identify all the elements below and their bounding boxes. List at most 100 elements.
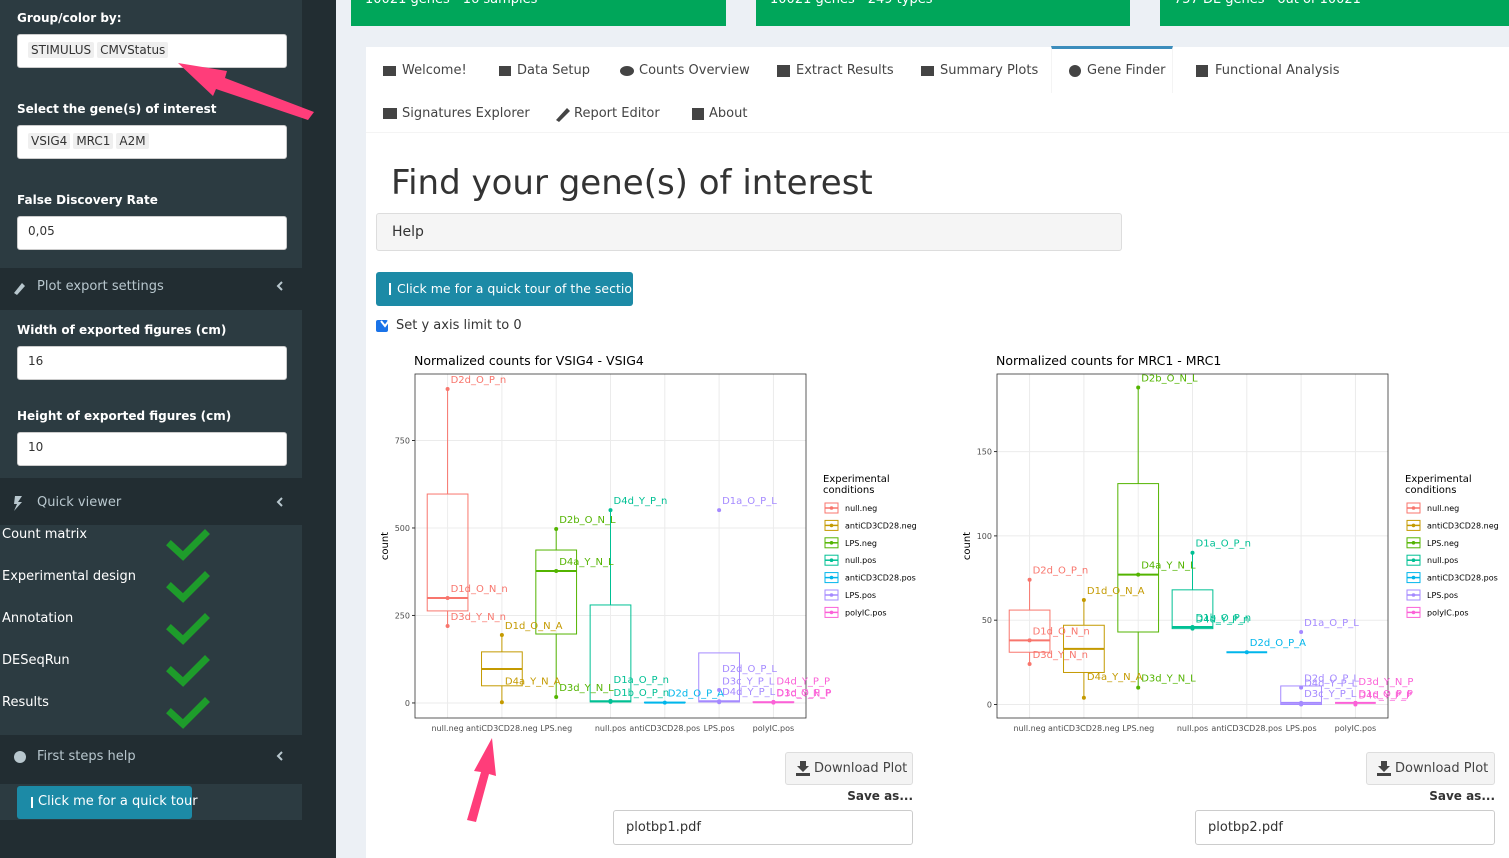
point — [445, 387, 450, 392]
filename-input[interactable]: plotbp2.pdf — [1195, 810, 1495, 845]
tab[interactable]: Summary Plots — [940, 63, 1039, 78]
legend-label: LPS.pos — [1427, 591, 1458, 600]
point — [1027, 662, 1032, 667]
x-tick-label: null.pos — [1177, 724, 1208, 733]
chevrons — [276, 281, 283, 761]
tab[interactable]: Functional Analysis — [1215, 63, 1340, 78]
x-tick-label: null.neg — [431, 724, 463, 733]
boxplot: Normalized counts for VSIG4 - VSIG4 0 250 5… — [380, 353, 917, 733]
legend-key-dot — [829, 558, 834, 562]
legend-key-dot — [1411, 575, 1416, 580]
tab[interactable]: Signatures Explorer — [402, 106, 530, 121]
legend-title: Experimental — [1405, 474, 1472, 485]
tab[interactable]: Gene Finder — [1087, 63, 1166, 78]
tour-button[interactable]: Click me for a quick tour — [17, 786, 198, 819]
legend-label: antiCD3CD28.pos — [845, 574, 916, 583]
point-label: D1b_O_P_n — [1196, 613, 1252, 624]
tab[interactable]: Report Editor — [574, 106, 660, 121]
icon — [1069, 65, 1081, 77]
point — [1081, 597, 1086, 602]
label: Height of exported figures (cm) — [17, 409, 232, 423]
status-item: DESeqRun — [2, 653, 70, 668]
download-button[interactable]: Download Plot — [785, 752, 913, 785]
x-tick-label: LPS.pos — [1286, 724, 1317, 733]
legend-label: LPS.pos — [845, 591, 876, 600]
point-label: D4a_Y_N_A — [505, 676, 561, 687]
icon — [499, 66, 511, 76]
value-box: 10021 genes - 249 types — [756, 0, 1130, 26]
x-tick-label: LPS.neg — [1122, 724, 1154, 733]
point — [1190, 626, 1195, 631]
menu-item[interactable]: First steps help — [37, 749, 136, 764]
legend-label: null.pos — [845, 556, 876, 565]
chevron — [276, 281, 283, 291]
point-label: D3c_Y_P_L — [722, 676, 775, 687]
number-input[interactable]: 16 — [17, 346, 287, 380]
x-tick-label: polyIC.pos — [1335, 724, 1377, 733]
point-label: D1d_O_N_A — [1087, 586, 1145, 597]
point-label: D4d_Y_P_P — [776, 676, 830, 687]
panel-border — [414, 373, 807, 719]
point-label: D4a_Y_N_L — [1141, 561, 1196, 572]
x-tick-label: polyIC.pos — [753, 724, 795, 733]
point — [771, 700, 776, 705]
tab-divider — [366, 132, 1509, 133]
filename-input[interactable]: plotbp1.pdf — [613, 810, 913, 845]
legend-label: null.pos — [1427, 556, 1458, 565]
point — [1136, 385, 1141, 390]
tab[interactable]: Data Setup — [517, 63, 591, 78]
x-tick-label: LPS.neg — [540, 724, 572, 733]
point-label: D4d_Y_P_n — [614, 496, 668, 507]
x-tick-label: antiCD3CD28.pos — [629, 724, 700, 733]
point-label: D3d_Y_N_L — [559, 683, 614, 694]
point — [1190, 550, 1195, 555]
point-label: D1d_O_N_A — [505, 621, 563, 632]
legend-label: LPS.neg — [845, 539, 877, 548]
tab[interactable]: Extract Results — [796, 63, 894, 78]
y-tick-label: 750 — [395, 436, 410, 445]
checkbox-label: Set y axis limit to 0 — [396, 318, 522, 333]
tag: A2M — [116, 133, 149, 149]
check — [166, 655, 210, 687]
label: False Discovery Rate — [17, 193, 158, 207]
tab[interactable]: Counts Overview — [639, 63, 750, 78]
checkbox[interactable] — [376, 320, 388, 332]
point-label: D2b_O_N_L — [559, 515, 616, 526]
legend-key-dot — [1411, 558, 1416, 562]
point — [717, 700, 722, 705]
point-label: D3d_Y_N_L — [1141, 674, 1196, 685]
point — [445, 595, 450, 600]
point-label: D4d_Y_P_P — [1358, 691, 1412, 702]
status-item: Count matrix — [2, 527, 88, 542]
menu-icons — [14, 283, 26, 763]
help-panel[interactable]: Help — [376, 213, 1122, 251]
point-label: D2d_O_P_A — [668, 689, 724, 700]
menu-item[interactable]: Plot export settings — [37, 279, 164, 294]
box — [698, 652, 740, 703]
point-label: D4d_Y_P_L — [1304, 679, 1358, 690]
tab[interactable]: Welcome! — [402, 63, 467, 78]
download-button[interactable]: Download Plot — [1366, 752, 1495, 785]
point-label: D2d_O_P_L — [722, 664, 777, 675]
point — [554, 569, 559, 574]
point-label: D3d_Y_N_P — [1358, 677, 1413, 688]
point — [1244, 650, 1249, 655]
point — [1081, 695, 1086, 700]
chevron — [276, 751, 283, 761]
text-input[interactable]: 0,05 — [17, 216, 287, 250]
tab[interactable]: About — [709, 106, 748, 121]
point-label: D1a_O_P_n — [614, 675, 669, 686]
legend-key-dot — [829, 593, 834, 597]
select-input[interactable]: VSIG4 MRC1 A2M — [17, 125, 287, 159]
page-heading: Find your gene(s) of interest — [391, 163, 873, 203]
legend-label: antiCD3CD28.neg — [1427, 521, 1499, 530]
boxplot: Normalized counts for MRC1 - MRC1 0 50 100 1… — [962, 353, 1499, 733]
tag: VSIG4 — [28, 133, 71, 149]
select-input[interactable]: STIMULUS CMVStatus — [17, 34, 287, 68]
menu-item[interactable]: Quick viewer — [37, 495, 122, 510]
x-tick-label: null.pos — [595, 724, 626, 733]
point-label: D2b_O_N_L — [1141, 373, 1198, 384]
number-input[interactable]: 10 — [17, 432, 287, 466]
section-tour-button[interactable]: Click me for a quick tour of the section — [376, 272, 640, 306]
